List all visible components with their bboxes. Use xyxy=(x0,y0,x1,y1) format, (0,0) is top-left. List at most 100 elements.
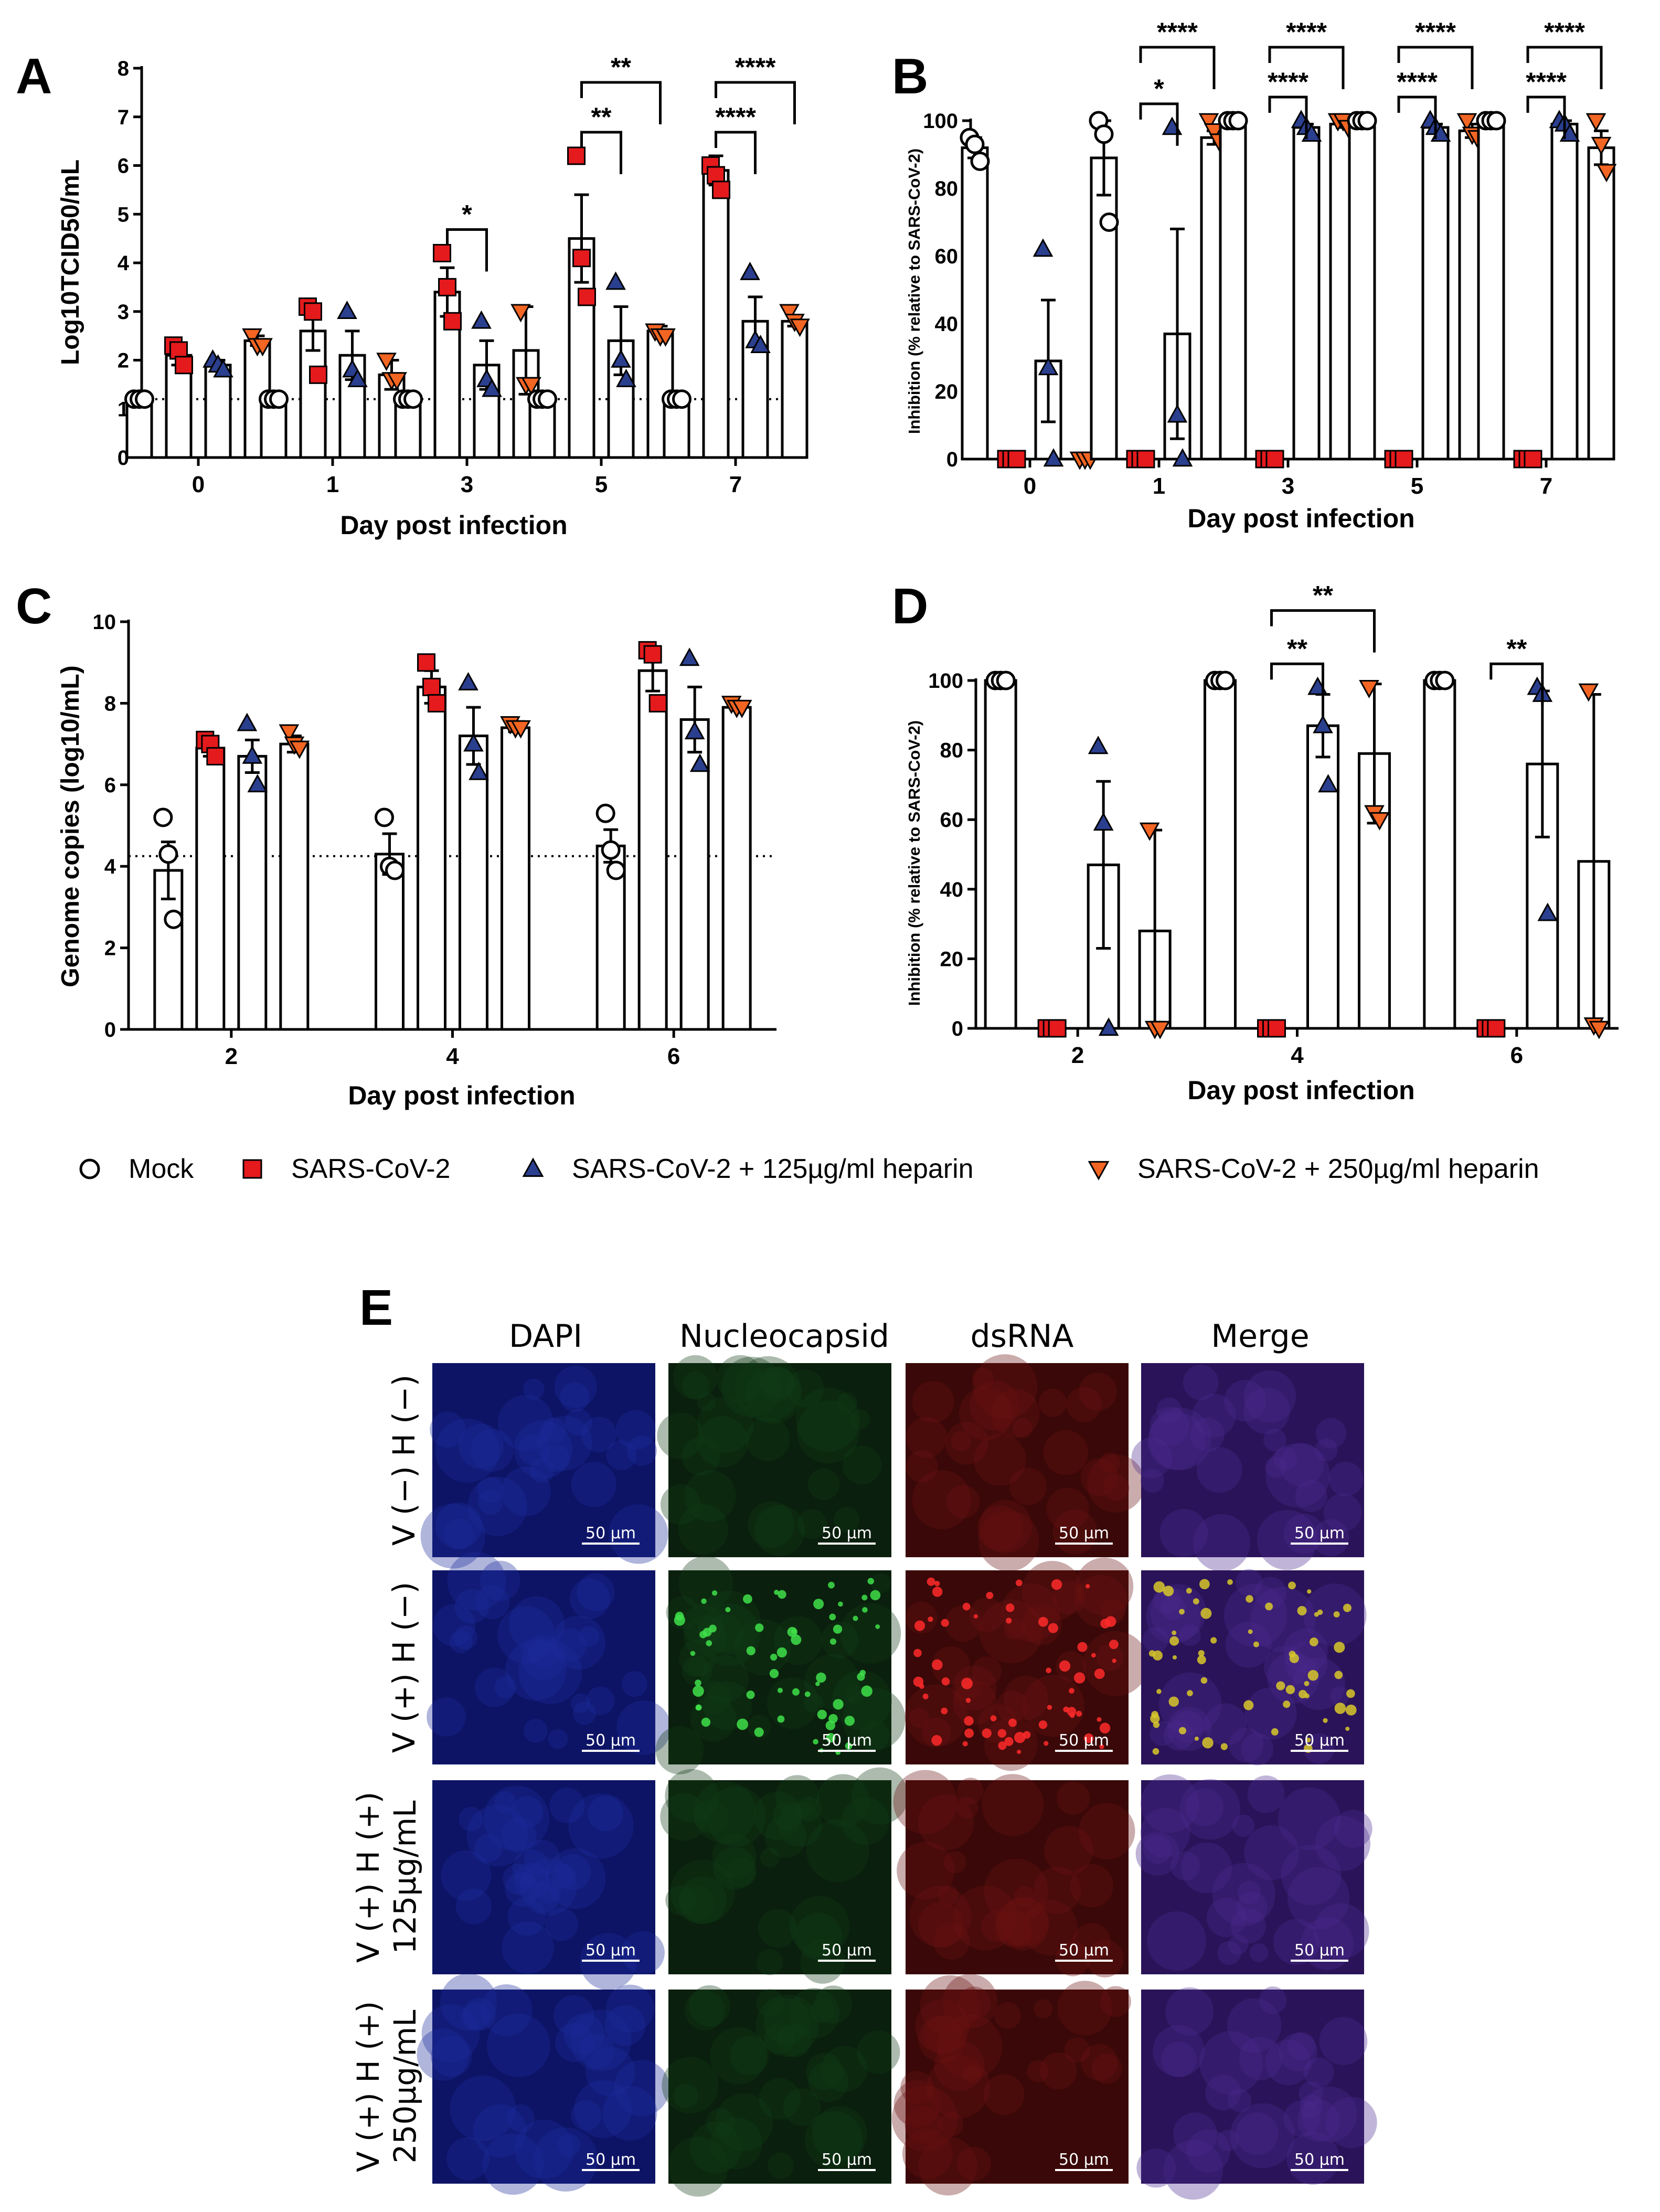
bar xyxy=(279,742,310,1031)
tissue-texture xyxy=(735,1356,801,1422)
tissue-texture xyxy=(996,1690,1028,1722)
micrograph-dapi: 50 µm xyxy=(417,1973,670,2195)
data-point xyxy=(1456,113,1477,132)
tissue-texture xyxy=(957,1778,984,1804)
tissue-texture xyxy=(814,1985,853,2024)
tissue-texture xyxy=(1075,1557,1134,1616)
infected-cell xyxy=(1309,1637,1318,1646)
tissue-texture xyxy=(655,1726,704,1774)
tissue-texture xyxy=(1143,1835,1172,1864)
chart-panel-c: C 0 2 4 6 8 10 Genome copies (log10/mL) Day post… xyxy=(16,578,776,1110)
tissue-texture xyxy=(501,1817,537,1853)
scale-bar-label: 50 µm xyxy=(586,2151,636,2169)
infected-cell xyxy=(813,1599,824,1610)
infected-cell xyxy=(1109,1640,1119,1650)
infected-cell xyxy=(1334,1671,1343,1679)
data-point xyxy=(712,180,730,199)
tissue-texture xyxy=(573,1701,596,1725)
y-tick-label: 80 xyxy=(935,177,959,200)
tissue-texture xyxy=(1136,2148,1176,2188)
tissue-texture xyxy=(807,1468,840,1500)
tissue-texture xyxy=(1072,1923,1111,1961)
bar xyxy=(1421,126,1450,461)
tissue-texture xyxy=(563,2014,605,2055)
tissue-texture xyxy=(979,1599,1043,1664)
tissue-texture xyxy=(604,2005,646,2046)
data-point xyxy=(510,304,531,323)
tissue-texture xyxy=(963,2064,982,2084)
tissue-texture xyxy=(571,1462,616,1507)
tissue-texture xyxy=(1254,1577,1286,1609)
significance-bracket xyxy=(1526,46,1603,89)
tissue-texture xyxy=(466,1804,529,1867)
tissue-texture xyxy=(1303,2057,1334,2088)
infected-cell xyxy=(1063,1706,1069,1713)
tissue-texture xyxy=(694,1799,729,1834)
tissue-texture xyxy=(745,1367,802,1423)
y-tick-label: 100 xyxy=(928,669,963,693)
infected-cell xyxy=(1099,1722,1111,1734)
tissue-texture xyxy=(834,1506,860,1533)
tissue-texture xyxy=(570,1693,591,1713)
infected-cell xyxy=(755,1623,764,1632)
tissue-texture xyxy=(502,1921,554,1974)
data-point xyxy=(1216,671,1235,690)
infected-cell xyxy=(1187,1690,1193,1696)
infected-cell xyxy=(844,1716,855,1726)
panel-letter: B xyxy=(892,48,928,104)
tissue-texture xyxy=(1225,1621,1272,1668)
significance-bracket xyxy=(715,131,757,174)
tissue-texture xyxy=(1163,2140,1223,2200)
tissue-texture xyxy=(1034,1866,1081,1914)
tissue-texture xyxy=(1004,1619,1025,1640)
infected-cell xyxy=(791,1629,797,1634)
micrograph-dsrna: 50 µm xyxy=(893,1770,1135,1977)
tissue-texture xyxy=(529,1882,560,1913)
tissue-texture xyxy=(501,1466,551,1516)
tissue-texture xyxy=(447,1552,506,1611)
tissue-texture xyxy=(806,2053,843,2090)
infected-cell xyxy=(1289,1651,1296,1658)
data-point xyxy=(970,151,990,171)
infected-cell xyxy=(1345,1704,1357,1716)
data-point xyxy=(469,761,489,780)
tissue-texture xyxy=(430,1411,466,1448)
scale-bar-label: 50 µm xyxy=(586,1524,636,1543)
tissue-texture xyxy=(977,1505,1024,1551)
micrograph-background xyxy=(906,1990,1129,2184)
data-point xyxy=(206,747,225,765)
tissue-texture xyxy=(1204,1703,1247,1746)
infected-cell xyxy=(725,1607,731,1612)
tissue-texture xyxy=(1297,2100,1340,2142)
tissue-texture xyxy=(537,1416,592,1471)
tissue-texture xyxy=(841,1797,889,1845)
tissue-texture xyxy=(1044,1825,1093,1875)
data-point xyxy=(1093,812,1114,831)
significance-bracket xyxy=(1397,46,1474,89)
tissue-texture xyxy=(433,1604,476,1647)
y-tick-label: 100 xyxy=(923,110,958,133)
tissue-texture xyxy=(897,1842,955,1900)
significance-bracket xyxy=(1268,95,1308,139)
data-point xyxy=(376,353,397,371)
tissue-texture xyxy=(551,1615,606,1670)
significance-bracket xyxy=(1526,95,1566,139)
tissue-texture xyxy=(621,1671,647,1697)
tissue-texture xyxy=(1141,1774,1199,1833)
tissue-texture xyxy=(1022,1675,1084,1737)
tissue-texture xyxy=(996,1897,1049,1951)
column-label: Nucleocapsid xyxy=(679,1318,889,1355)
tissue-texture xyxy=(931,1646,970,1685)
tissue-texture xyxy=(1193,1514,1251,1572)
y-tick-label: 0 xyxy=(946,448,958,471)
infected-cell xyxy=(941,1677,950,1686)
tissue-texture xyxy=(806,1819,869,1882)
bar xyxy=(1587,146,1615,461)
tissue-texture xyxy=(905,1684,967,1747)
data-point xyxy=(672,389,691,409)
infected-cell xyxy=(1046,1667,1051,1674)
tissue-texture xyxy=(511,1796,544,1828)
infected-cell xyxy=(1323,1718,1328,1723)
data-point xyxy=(1395,450,1413,469)
